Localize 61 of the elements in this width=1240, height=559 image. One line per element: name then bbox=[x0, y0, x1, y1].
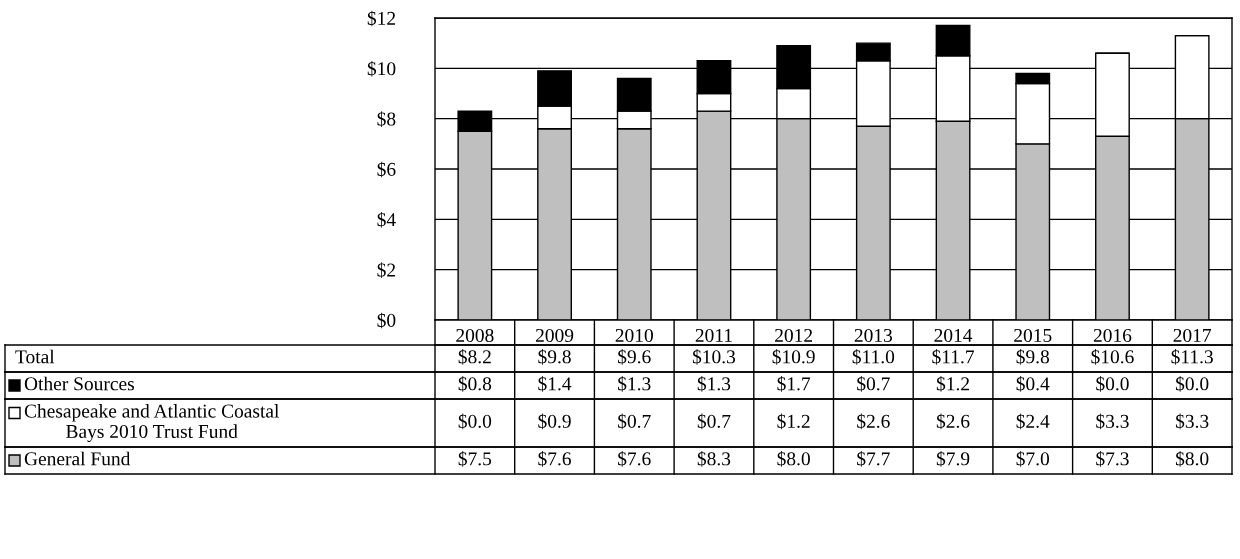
text: Total bbox=[15, 349, 55, 364]
total-label: $10.6 bbox=[1091, 349, 1134, 365]
total-label: $10.9 bbox=[772, 349, 815, 365]
data-label: $1.4 bbox=[538, 376, 572, 392]
total-label: $9.8 bbox=[538, 349, 571, 365]
data-label: $2.6 bbox=[857, 413, 890, 430]
data-label: $8.3 bbox=[697, 451, 731, 467]
y-tick-label: $2 bbox=[377, 262, 396, 278]
x-tick-label: 2017 bbox=[1173, 328, 1212, 343]
data-label: $0.9 bbox=[538, 413, 571, 430]
data-label: $7.9 bbox=[936, 451, 970, 467]
data-label: $0.8 bbox=[458, 376, 492, 392]
data-label: $3.3 bbox=[1096, 413, 1129, 430]
legend-label: Chesapeake and Atlantic Coastal Bays 2010 Trust Fund bbox=[24, 403, 280, 443]
x-tick-label: 2008 bbox=[456, 328, 494, 343]
x-tick-label: 2009 bbox=[535, 328, 574, 343]
data-label: $0.7 bbox=[857, 376, 890, 392]
data-label: $7.3 bbox=[1096, 451, 1129, 467]
data-label: $0.0 bbox=[458, 413, 492, 430]
x-tick-label: 2010 bbox=[615, 328, 653, 343]
y-tick-label: $8 bbox=[377, 111, 396, 127]
x-tick-label: 2015 bbox=[1014, 328, 1052, 343]
data-label: $7.0 bbox=[1016, 451, 1050, 467]
data-label: $2.6 bbox=[936, 413, 970, 430]
data-label: $0.0 bbox=[1175, 376, 1209, 392]
data-label: $1.3 bbox=[618, 376, 651, 392]
data-label: $7.6 bbox=[618, 451, 651, 467]
y-tick-label: $12 bbox=[367, 10, 396, 27]
data-label: $2.4 bbox=[1016, 413, 1050, 430]
total-label: $9.8 bbox=[1016, 349, 1050, 365]
total-label: $9.6 bbox=[618, 349, 651, 365]
data-label: $0.0 bbox=[1096, 376, 1129, 392]
data-label: $0.7 bbox=[697, 413, 731, 430]
data-label: $0.7 bbox=[618, 413, 651, 430]
data-label: $8.0 bbox=[777, 451, 810, 467]
x-tick-label: 2012 bbox=[775, 328, 813, 343]
data-label: $1.7 bbox=[777, 376, 811, 392]
legend-label: General Fund bbox=[24, 451, 131, 466]
y-tick-label: $4 bbox=[377, 212, 396, 228]
data-label: $3.3 bbox=[1175, 413, 1209, 430]
total-label: $11.0 bbox=[852, 349, 895, 365]
data-label: $7.6 bbox=[538, 451, 571, 467]
data-label: $1.3 bbox=[697, 376, 731, 392]
y-tick-label: $10 bbox=[367, 61, 396, 77]
x-tick-label: 2011 bbox=[695, 328, 732, 343]
data-label: $7.7 bbox=[857, 451, 890, 467]
x-tick-label: 2013 bbox=[854, 328, 893, 343]
y-tick-label: $6 bbox=[377, 161, 396, 178]
data-label: $1.2 bbox=[936, 376, 969, 392]
data-label: $7.5 bbox=[458, 451, 492, 467]
data-label: $8.0 bbox=[1175, 451, 1209, 467]
data-label: $0.4 bbox=[1016, 376, 1050, 392]
x-tick-label: 2016 bbox=[1093, 328, 1132, 343]
total-label: $11.3 bbox=[1171, 349, 1213, 365]
x-tick-label: 2014 bbox=[934, 328, 973, 343]
total-label: $10.3 bbox=[692, 349, 736, 365]
legend-label: Other Sources bbox=[24, 376, 134, 391]
total-label: $8.2 bbox=[458, 349, 491, 365]
y-tick-label: $0 bbox=[377, 312, 396, 329]
total-label: $11.7 bbox=[932, 349, 974, 365]
data-label: $1.2 bbox=[777, 413, 810, 430]
